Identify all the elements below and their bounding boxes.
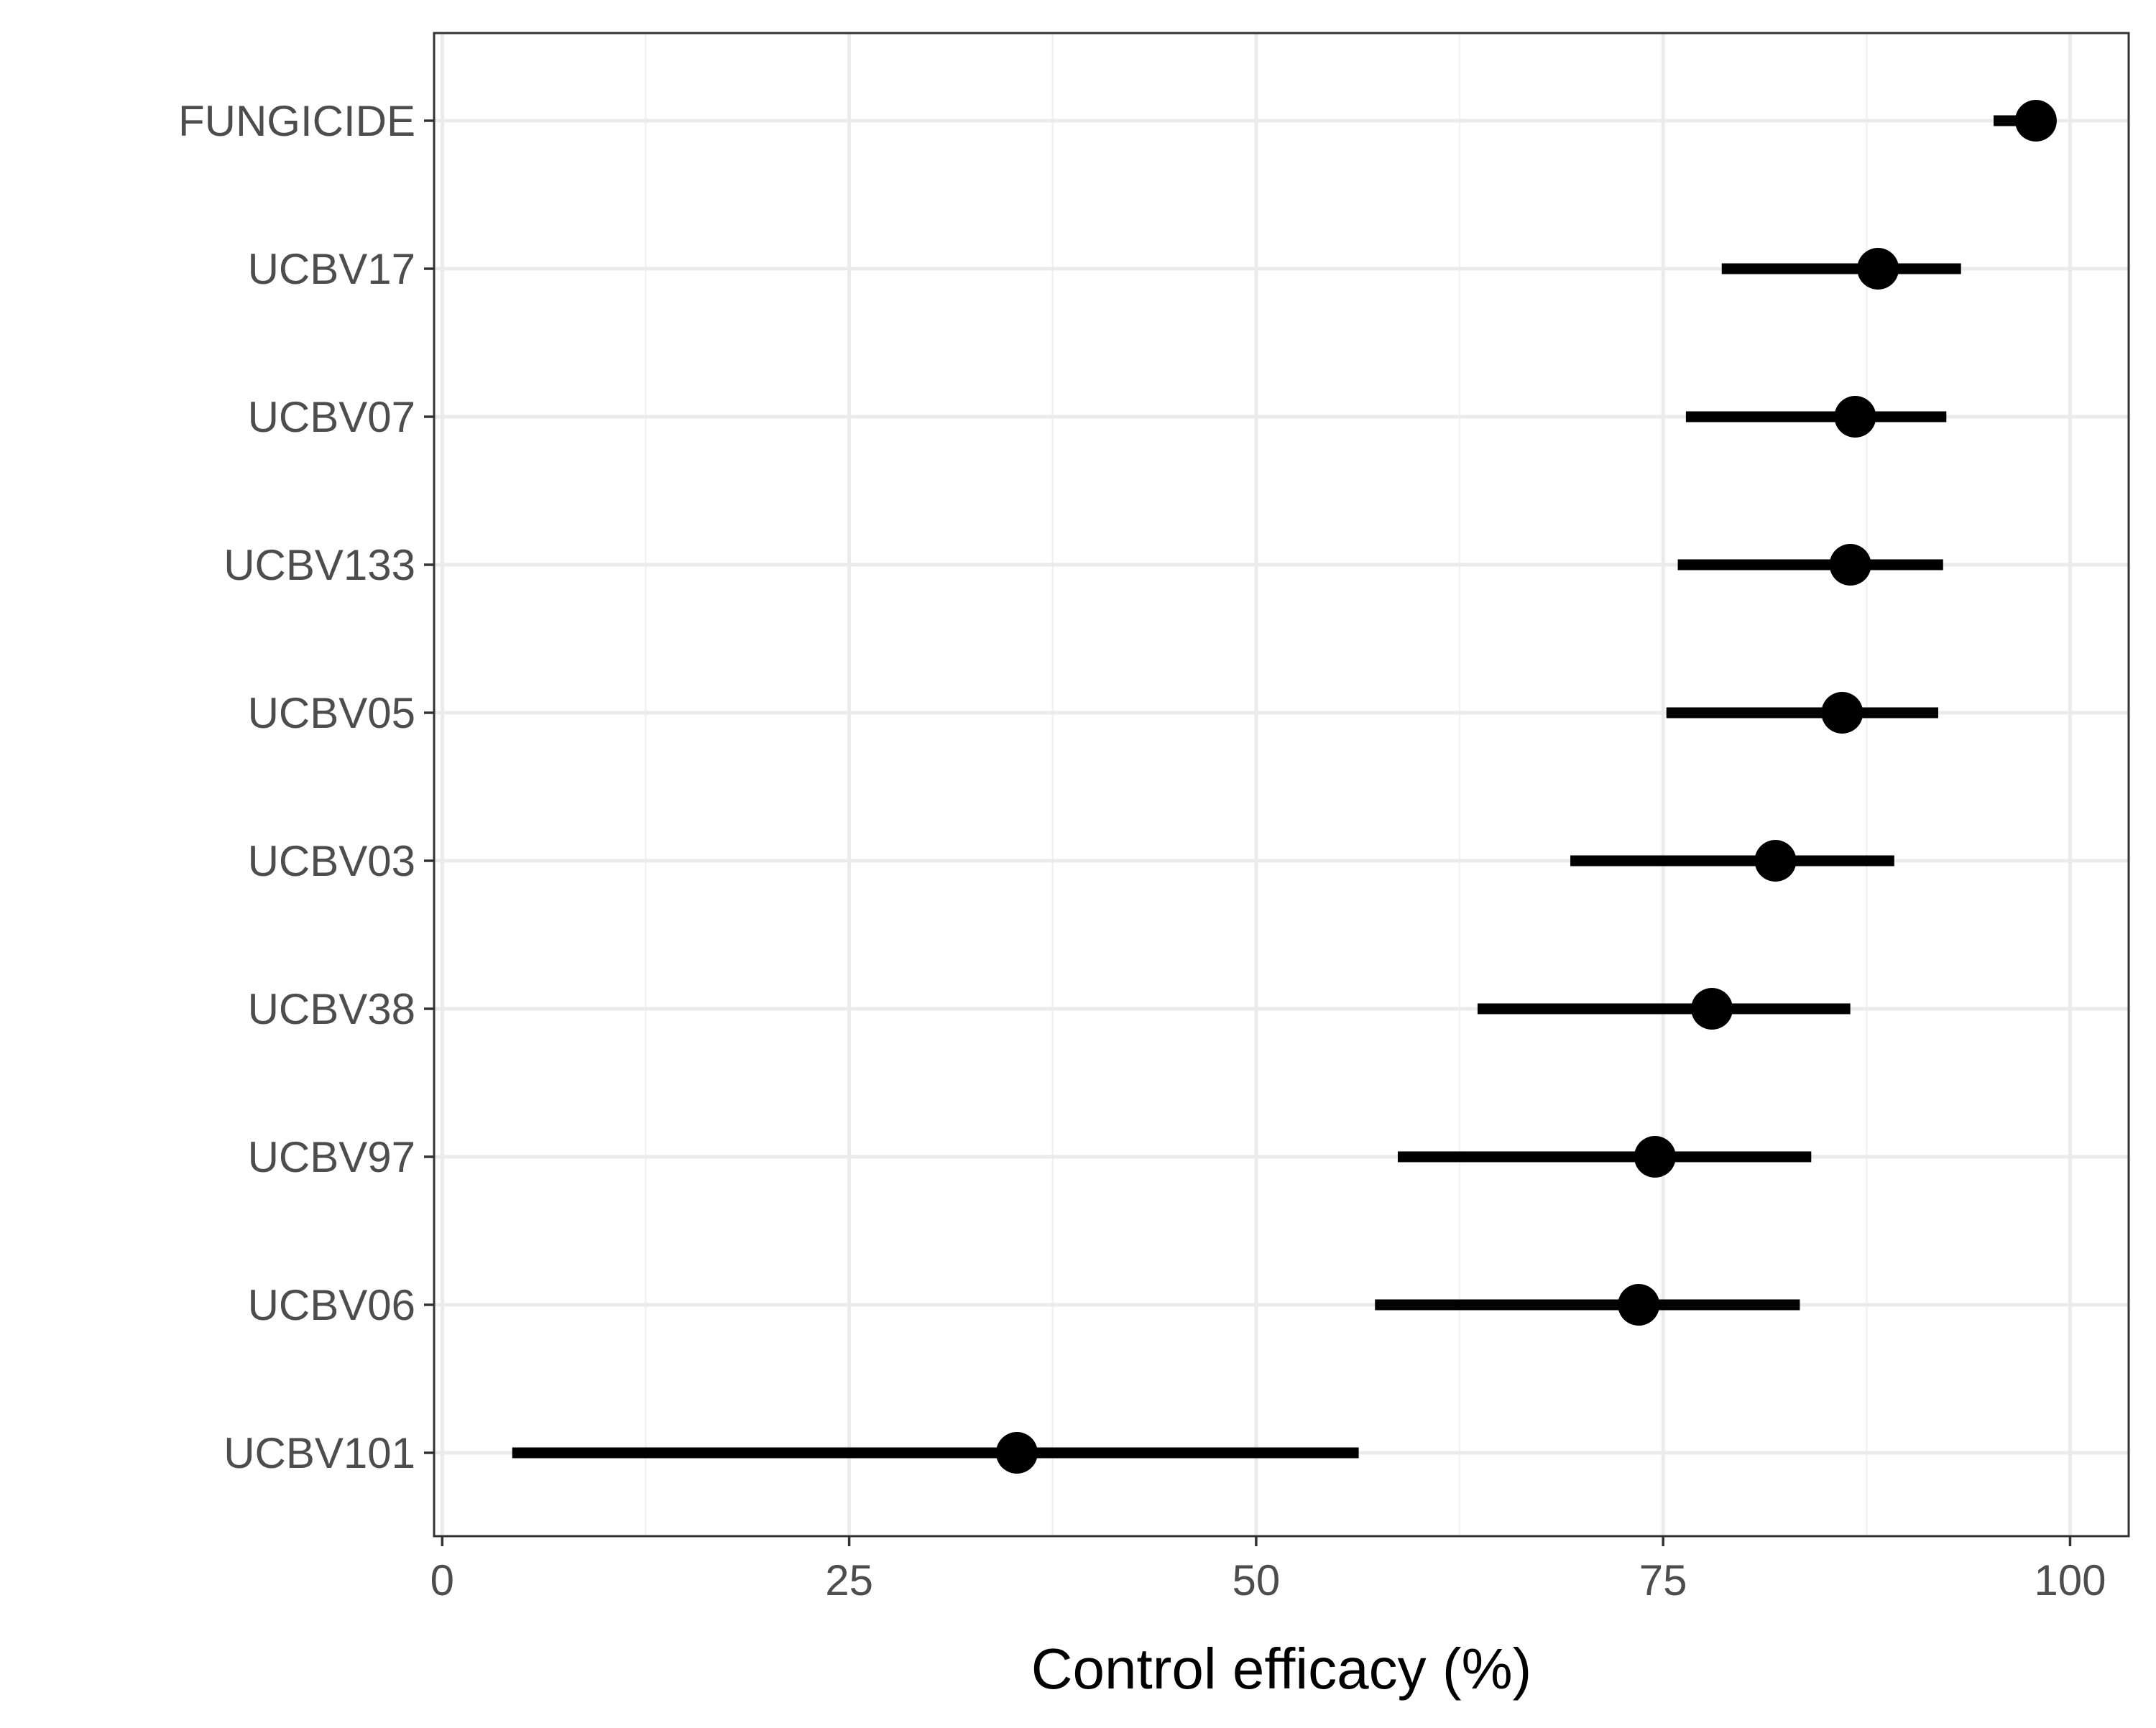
x-tick-label: 100 [2034,1556,2106,1604]
data-point [1691,988,1733,1030]
category-label: UCBV07 [248,393,415,441]
x-tick-label: 25 [825,1556,873,1604]
data-point [995,1432,1038,1474]
data-point [1754,840,1797,882]
category-label: UCBV17 [248,245,415,293]
data-point [2014,100,2057,142]
category-label: UCBV133 [224,541,415,589]
category-label: UCBV101 [224,1429,415,1477]
category-label: UCBV38 [248,985,415,1033]
data-point [1829,544,1871,586]
panel-border [433,32,2130,1538]
category-label: UCBV05 [248,689,415,737]
axes: FUNGICIDE UCBV17 UCBV07 UCBV133 UCBV05 UCBV03… [178,97,2106,1604]
x-tick-label: 0 [430,1556,454,1604]
category-label: UCBV03 [248,837,415,885]
category-label: FUNGICIDE [178,97,415,145]
data-point [1857,248,1899,290]
data-point [1618,1284,1660,1326]
category-label: UCBV06 [248,1281,415,1329]
data-point [1821,692,1864,734]
x-tick-label: 75 [1639,1556,1687,1604]
category-label: UCBV97 [248,1133,415,1181]
x-axis-title: Control efficacy (%) [1031,1637,1532,1701]
data-marks [512,100,2057,1474]
x-tick-label: 50 [1233,1556,1281,1604]
data-point [1634,1136,1676,1178]
data-point [1834,396,1876,438]
